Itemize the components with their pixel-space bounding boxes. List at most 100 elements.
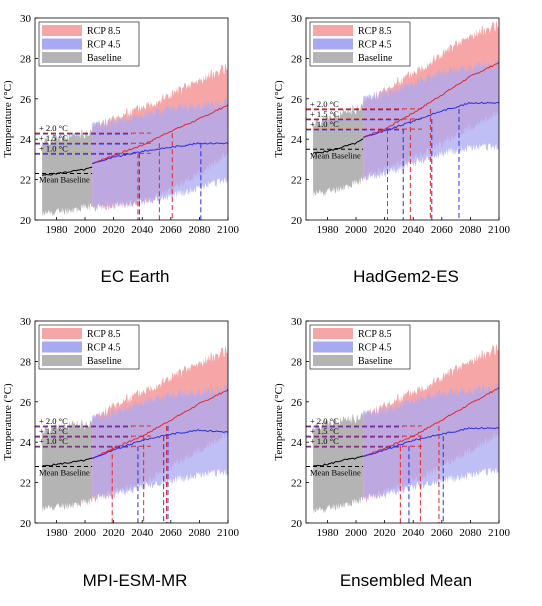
- threshold-label: + 2.0 °C: [39, 416, 68, 426]
- baseline-band: [42, 417, 93, 513]
- x-tick-label: 2000: [74, 527, 97, 539]
- x-tick-label: 2000: [74, 224, 97, 236]
- y-tick-label: 20: [291, 215, 303, 227]
- y-tick-label: 28: [20, 53, 32, 65]
- chart-panel-mpi-esm-mr: + 2.0 °C + 1.5 °C + 1.0 °C Mean Baseline 198…: [0, 303, 271, 606]
- threshold-label: + 1.0 °C: [39, 143, 68, 153]
- legend-swatch: [42, 341, 82, 353]
- mean-baseline-label: Mean Baseline: [39, 467, 90, 477]
- threshold-label: + 1.0 °C: [310, 436, 339, 446]
- legend-swatch: [313, 328, 353, 339]
- rcp45-band: [363, 59, 499, 181]
- rcp45-band: [92, 384, 228, 501]
- axes-frame: [305, 320, 500, 524]
- x-tick-label: 2020: [374, 224, 397, 236]
- rcp85-line: [362, 386, 499, 457]
- chart-title: HadGem2-ES: [353, 267, 459, 286]
- y-axis-label: Temperature (°C): [273, 383, 285, 461]
- x-tick-label: 2100: [217, 527, 240, 539]
- rcp45-line: [363, 426, 499, 457]
- rcp85-line: [91, 388, 228, 459]
- legend-swatch: [313, 52, 353, 63]
- legend-swatch: [42, 38, 82, 50]
- x-tick-label: 2020: [374, 527, 397, 539]
- x-tick-label: 2080: [188, 527, 211, 539]
- y-tick-label: 26: [291, 397, 303, 409]
- legend-label: RCP 4.5: [358, 343, 392, 354]
- x-tick-label: 2080: [188, 224, 211, 236]
- axes-frame: [34, 17, 229, 221]
- chart-hadgem2-es: + 2.0 °C+ 1.5 °C+ 1.0 °C Mean Baseline 198…: [273, 13, 511, 236]
- plot-area: [306, 20, 499, 220]
- legend-swatch: [313, 38, 353, 50]
- chart-title: EC Earth: [100, 267, 170, 286]
- threshold-label: + 1.0 °C: [39, 436, 68, 446]
- threshold-label: + 2.0 °C: [310, 416, 339, 426]
- y-tick-label: 28: [20, 356, 32, 368]
- chart-panel-ensembled-mean: + 2.0 °C + 1.5 °C + 1.0 °C Mean Baseline 198…: [271, 303, 542, 606]
- x-tick-label: 2100: [217, 224, 240, 236]
- legend-label: RCP 8.5: [87, 329, 121, 340]
- rcp85-line: [362, 61, 499, 138]
- chart-panel-ec-earth: + 2.0 °C + 1.5 °C + 1.0 °C Mean Baseline 198…: [0, 0, 271, 303]
- y-tick-label: 20: [20, 518, 32, 530]
- legend: RCP 8.5 RCP 4.5 Baseline: [309, 324, 411, 370]
- x-tick-label: 2000: [345, 224, 368, 236]
- x-tick-label: 2100: [488, 527, 511, 539]
- rcp85-line: [91, 103, 228, 164]
- y-axis-label: Temperature (°C): [2, 80, 14, 158]
- y-axis-label: Temperature (°C): [2, 383, 14, 461]
- rcp45-band: [363, 382, 499, 501]
- x-tick-label: 1980: [45, 527, 68, 539]
- threshold-label: + 1.5 °C: [310, 426, 339, 436]
- axes-frame: [34, 320, 229, 524]
- legend-swatch: [42, 355, 82, 366]
- rcp45-line: [92, 428, 228, 459]
- threshold-label: + 1.0 °C: [310, 119, 339, 129]
- legend-label: Baseline: [87, 53, 122, 64]
- x-tick-label: 2080: [459, 224, 482, 236]
- legend-swatch: [313, 25, 353, 36]
- x-tick-label: 2040: [131, 527, 154, 539]
- y-tick-label: 22: [20, 478, 31, 490]
- chart-ec-earth: + 2.0 °C+ 1.5 °C+ 1.0 °C Mean Baseline 198…: [2, 13, 240, 236]
- legend-label: RCP 4.5: [87, 343, 121, 354]
- x-tick-label: 2060: [431, 527, 454, 539]
- x-tick-label: 2060: [431, 224, 454, 236]
- y-axis-label: Temperature (°C): [273, 80, 285, 158]
- legend-label: RCP 4.5: [87, 40, 121, 51]
- y-tick-label: 28: [291, 53, 303, 65]
- baseline-line: [41, 457, 93, 468]
- legend-label: Baseline: [358, 356, 393, 367]
- x-tick-label: 2060: [160, 527, 183, 539]
- y-tick-label: 22: [20, 175, 31, 187]
- mean-baseline-label: Mean Baseline: [39, 175, 90, 185]
- x-tick-label: 2040: [402, 224, 425, 236]
- y-tick-label: 24: [291, 437, 303, 449]
- chart-mpi-esm-mr: + 2.0 °C+ 1.5 °C+ 1.0 °C Mean Baseline 198…: [2, 316, 240, 539]
- legend-swatch: [313, 341, 353, 353]
- legend-label: Baseline: [87, 356, 122, 367]
- chart-panel-hadgem2-es: + 2.0 °C + 1.5 °C + 1.0 °C Mean Baseline 198…: [271, 0, 542, 303]
- y-tick-label: 24: [20, 437, 32, 449]
- y-tick-label: 24: [291, 134, 303, 146]
- threshold-label: + 1.5 °C: [39, 133, 68, 143]
- plot-area: [35, 346, 228, 523]
- threshold-label: + 1.5 °C: [39, 426, 68, 436]
- baseline-line: [41, 166, 93, 177]
- legend-label: RCP 8.5: [358, 329, 392, 340]
- y-tick-label: 22: [291, 478, 302, 490]
- legend-swatch: [42, 328, 82, 339]
- threshold-label: + 2.0 °C: [310, 99, 339, 109]
- legend: RCP 8.5 RCP 4.5 Baseline: [309, 21, 411, 67]
- chart-ensembled-mean: + 2.0 °C+ 1.5 °C+ 1.0 °C Mean Baseline 198…: [273, 316, 511, 539]
- axes-frame: [305, 17, 500, 221]
- plot-area: [306, 344, 499, 523]
- x-tick-label: 1980: [316, 224, 339, 236]
- legend: RCP 8.5 RCP 4.5 Baseline: [38, 21, 140, 67]
- y-tick-label: 26: [20, 94, 32, 106]
- rcp45-band: [92, 97, 228, 211]
- plot-area: [35, 63, 228, 220]
- x-tick-label: 2020: [103, 224, 126, 236]
- y-tick-label: 28: [291, 356, 303, 368]
